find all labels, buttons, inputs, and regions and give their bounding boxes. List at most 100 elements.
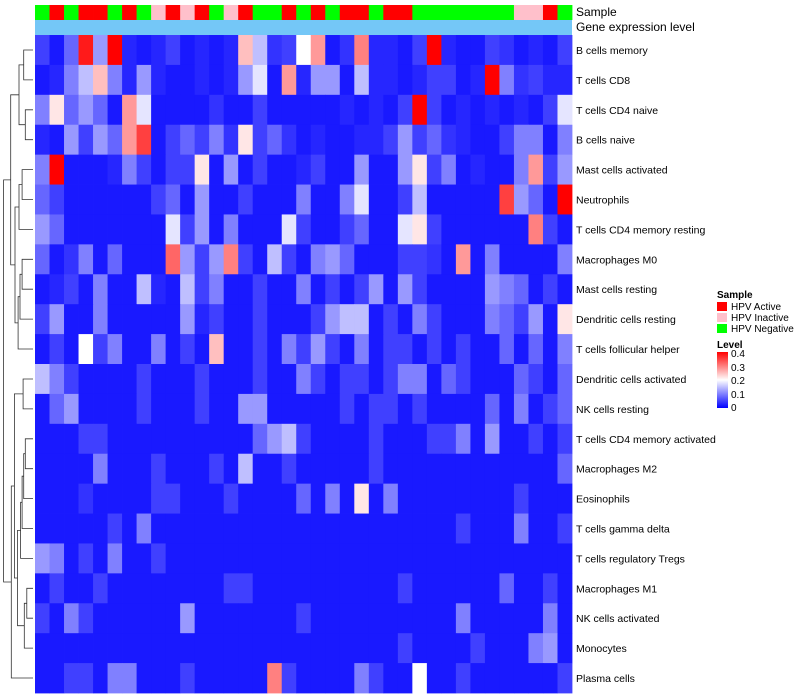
heatmap-cell xyxy=(78,274,94,305)
heatmap-cell xyxy=(78,573,94,604)
heatmap-cell xyxy=(383,633,399,664)
heatmap-cell xyxy=(339,274,355,305)
heatmap-cell xyxy=(165,603,181,634)
heatmap-cell xyxy=(209,513,225,544)
sample-annotation-cell xyxy=(194,5,210,20)
dendrogram-branch xyxy=(21,169,33,200)
heatmap-cell xyxy=(383,543,399,574)
heatmap-cell xyxy=(209,483,225,514)
heatmap-cell xyxy=(296,543,312,574)
heatmap-cell xyxy=(310,35,326,66)
heatmap-cell xyxy=(64,573,79,604)
heatmap-cell xyxy=(383,214,399,245)
heatmap-cell xyxy=(78,334,94,365)
heatmap-cell xyxy=(310,154,326,185)
heatmap-cell xyxy=(238,124,254,156)
heatmap-cell xyxy=(339,573,355,604)
heatmap-cell xyxy=(397,334,413,365)
sample-annotation-cell xyxy=(93,5,108,20)
heatmap-cell xyxy=(441,334,457,365)
heatmap-cell xyxy=(513,64,529,96)
heatmap-cell xyxy=(484,513,500,544)
heatmap-cell xyxy=(441,603,457,634)
heatmap-cell xyxy=(513,154,529,185)
heatmap-cell xyxy=(426,393,442,425)
heatmap-cell xyxy=(339,543,355,574)
heatmap-cell xyxy=(383,154,399,185)
heatmap-cell xyxy=(528,423,544,455)
heatmap-cell xyxy=(35,214,50,245)
heatmap-cell xyxy=(484,244,500,275)
heatmap-cell xyxy=(557,663,573,694)
heatmap-cell xyxy=(252,513,268,544)
heatmap-cell xyxy=(107,64,123,96)
heatmap-cell xyxy=(223,184,239,215)
heatmap-cell xyxy=(499,663,515,694)
heatmap-cell xyxy=(267,423,283,455)
heatmap-cell xyxy=(267,663,283,694)
heatmap-cell xyxy=(542,244,558,275)
heatmap-cell xyxy=(528,603,544,634)
heatmap-cell xyxy=(78,214,94,245)
row-label: Neutrophils xyxy=(576,195,629,207)
heatmap-cell xyxy=(64,364,79,395)
heatmap-cell xyxy=(180,423,196,455)
heatmap-cell xyxy=(310,304,326,335)
heatmap-cell xyxy=(267,64,283,96)
heatmap-cell xyxy=(281,453,297,485)
heatmap-cell xyxy=(542,483,558,514)
heatmap-cell xyxy=(180,573,196,604)
heatmap-cell xyxy=(35,573,50,604)
heatmap-cell xyxy=(93,573,108,604)
heatmap-cell xyxy=(542,663,558,694)
heatmap-cell xyxy=(78,64,94,96)
heatmap-cell xyxy=(528,334,544,365)
heatmap-cell xyxy=(252,64,268,96)
heatmap-cell xyxy=(470,304,486,335)
heatmap-cell xyxy=(267,244,283,275)
heatmap-cell xyxy=(107,304,123,335)
heatmap-cell xyxy=(296,663,312,694)
heatmap-cell xyxy=(368,304,384,335)
heatmap-cell xyxy=(194,124,210,156)
heatmap-cell xyxy=(470,334,486,365)
heatmap-cell xyxy=(165,124,181,156)
heatmap-cell xyxy=(180,304,196,335)
heatmap-cell xyxy=(470,274,486,305)
heatmap-cell xyxy=(397,64,413,96)
sample-annotation-cell xyxy=(151,5,167,20)
heatmap-cell xyxy=(93,453,108,485)
sample-annotation-cell xyxy=(78,5,94,20)
heatmap-cell xyxy=(35,603,50,634)
heatmap-cell xyxy=(238,513,254,544)
heatmap-cell xyxy=(383,483,399,514)
heatmap-cell xyxy=(528,94,544,126)
heatmap-cell xyxy=(223,214,239,245)
heatmap-cell xyxy=(354,543,370,574)
heatmap-cell xyxy=(339,513,355,544)
heatmap-cell xyxy=(339,184,355,215)
heatmap-cell xyxy=(238,304,254,335)
heatmap-cell xyxy=(441,483,457,514)
heatmap-cell xyxy=(528,573,544,604)
heatmap-cell xyxy=(455,633,471,664)
row-label: T cells gamma delta xyxy=(576,524,670,536)
heatmap-cell xyxy=(557,543,573,574)
heatmap-cell xyxy=(223,94,239,126)
heatmap-cell xyxy=(325,184,341,215)
heatmap-cell xyxy=(325,663,341,694)
heatmap-cell xyxy=(252,154,268,185)
heatmap-cell xyxy=(426,35,442,66)
heatmap-cell xyxy=(354,184,370,215)
heatmap-cell xyxy=(354,334,370,365)
heatmap-cell xyxy=(557,393,573,425)
heatmap-cell xyxy=(78,633,94,664)
legend-tick-0-4: 0.4 xyxy=(731,349,745,360)
heatmap-cell xyxy=(296,214,312,245)
heatmap-cell xyxy=(557,94,573,126)
heatmap-cell xyxy=(194,94,210,126)
sample-annotation-cell xyxy=(397,5,413,20)
heatmap-cell xyxy=(64,393,79,425)
heatmap-cell xyxy=(107,364,123,395)
heatmap-cell xyxy=(107,453,123,485)
